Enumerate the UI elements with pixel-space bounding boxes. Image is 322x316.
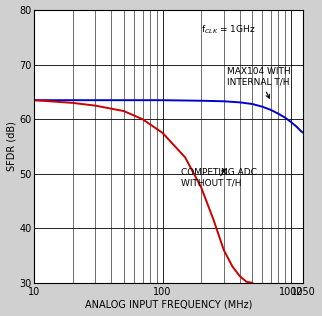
X-axis label: ANALOG INPUT FREQUENCY (MHz): ANALOG INPUT FREQUENCY (MHz): [85, 300, 252, 310]
Text: MAX104 WITH
INTERNAL T/H: MAX104 WITH INTERNAL T/H: [227, 68, 291, 98]
Text: f$_{CLK}$ = 1GHz: f$_{CLK}$ = 1GHz: [201, 24, 256, 36]
Y-axis label: SFDR (dB): SFDR (dB): [6, 122, 16, 172]
Text: COMPETING ADC
WITHOUT T/H: COMPETING ADC WITHOUT T/H: [181, 168, 257, 188]
